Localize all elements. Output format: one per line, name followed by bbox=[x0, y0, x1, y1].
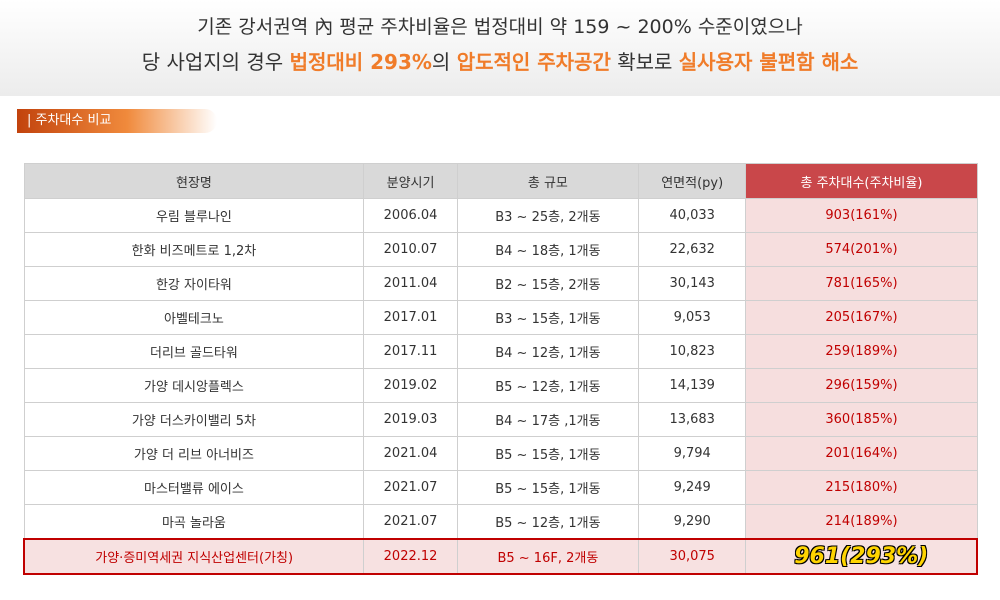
table-cell: 214(189%) bbox=[745, 504, 978, 540]
table-cell: B5 ~ 12층, 1개동 bbox=[456, 368, 640, 403]
headline: 기존 강서권역 內 평균 주차비율은 법정대비 약 159 ~ 200% 수준이… bbox=[0, 0, 1000, 96]
table-cell: 2019.03 bbox=[363, 402, 458, 437]
table-cell: 296(159%) bbox=[745, 368, 978, 403]
headline-line: 당 사업지의 경우 법정대비 293%의 압도적인 주차공간 확보로 실사용자 … bbox=[0, 46, 1000, 75]
table-cell: 574(201%) bbox=[745, 232, 978, 267]
table-cell: 9,794 bbox=[638, 436, 747, 471]
table-cell: 14,139 bbox=[638, 368, 747, 403]
table-row: 한강 자이타워 2011.04 B2 ~ 15층, 2개동 30,143 781(165… bbox=[23, 266, 978, 301]
table-cell: 아벨테크노 bbox=[23, 300, 365, 335]
table-cell: B5 ~ 12층, 1개동 bbox=[456, 504, 640, 540]
table-cell: 201(164%) bbox=[745, 436, 978, 471]
table-cell: 10,823 bbox=[638, 334, 747, 369]
table-row: 한화 비즈메트로 1,2차 2010.07 B4 ~ 18층, 1개동 22,632 5… bbox=[23, 232, 978, 267]
highlight: 실사용자 불편함 해소 bbox=[678, 50, 859, 74]
table-cell: B4 ~ 12층, 1개동 bbox=[456, 334, 640, 369]
text: 주차대수 비교 bbox=[35, 113, 112, 128]
table-cell: 40,033 bbox=[638, 198, 747, 233]
table-cell: 259(189%) bbox=[745, 334, 978, 369]
table-row: 가양 데시앙플렉스 2019.02 B5 ~ 12층, 1개동 14,139 296(1… bbox=[23, 368, 978, 403]
table-cell: 13,683 bbox=[638, 402, 747, 437]
text: 의 bbox=[431, 50, 451, 74]
highlight: 법정대비 293% bbox=[289, 50, 432, 74]
table-cell: B5 ~ 15층, 1개동 bbox=[456, 470, 640, 505]
table-cell: 30,075 bbox=[638, 538, 747, 575]
table-row: 마곡 놀라움 2021.07 B5 ~ 12층, 1개동 9,290 214(189%) bbox=[23, 504, 978, 540]
table-row: 우림 블루나인 2006.04 B3 ~ 25층, 2개동 40,033 903(161… bbox=[23, 198, 978, 233]
table-cell: 2021.07 bbox=[363, 470, 458, 505]
highlight: 압도적인 주차공간 bbox=[456, 50, 611, 74]
table-cell: 2021.07 bbox=[363, 504, 458, 540]
table-cell: 781(165%) bbox=[745, 266, 978, 301]
table-cell: 22,632 bbox=[638, 232, 747, 267]
table-cell: B3 ~ 25층, 2개동 bbox=[456, 198, 640, 233]
table-cell: B5 ~ 15층, 1개동 bbox=[456, 436, 640, 471]
table-cell: 마스터밸류 에이스 bbox=[23, 470, 365, 505]
table-cell: 2017.01 bbox=[363, 300, 458, 335]
header-row: 현장명 분양시기 총 규모 연면적(py) 총 주차대수(주차비율) bbox=[23, 163, 978, 199]
text: 당 사업지의 경우 bbox=[141, 50, 284, 74]
table-cell: 가양 데시앙플렉스 bbox=[23, 368, 365, 403]
table-cell: B4 ~ 17층 ,1개동 bbox=[456, 402, 640, 437]
header-cell: 총 주차대수(주차비율) bbox=[745, 163, 978, 199]
table-cell: 마곡 놀라움 bbox=[23, 504, 365, 540]
table-cell: 가양·증미역세권 지식산업센터(가칭) bbox=[23, 538, 365, 575]
table-row: 가양 더 리브 아너비즈 2021.04 B5 ~ 15층, 1개동 9,794 201… bbox=[23, 436, 978, 471]
table-cell: 2017.11 bbox=[363, 334, 458, 369]
table-cell: B2 ~ 15층, 2개동 bbox=[456, 266, 640, 301]
table-cell: 2022.12 bbox=[363, 538, 458, 575]
table-cell: 30,143 bbox=[638, 266, 747, 301]
table-cell: 2010.07 bbox=[363, 232, 458, 267]
table-row: 아벨테크노 2017.01 B3 ~ 15층, 1개동 9,053 205(167%) bbox=[23, 300, 978, 335]
text: 확보로 bbox=[617, 50, 673, 74]
table-row: 마스터밸류 에이스 2021.07 B5 ~ 15층, 1개동 9,249 215(18… bbox=[23, 470, 978, 505]
table-cell: 903(161%) bbox=[745, 198, 978, 233]
header-cell: 분양시기 bbox=[363, 163, 458, 199]
table-cell: 9,053 bbox=[638, 300, 747, 335]
table-cell: 한강 자이타워 bbox=[23, 266, 365, 301]
header-cell: 현장명 bbox=[23, 163, 365, 199]
table-cell: 2019.02 bbox=[363, 368, 458, 403]
comparison-table: 현장명 분양시기 총 규모 연면적(py) 총 주차대수(주차비율) 우림 블루나인 200… bbox=[23, 163, 979, 575]
table-cell: 9,249 bbox=[638, 470, 747, 505]
table-cell: 우림 블루나인 bbox=[23, 198, 365, 233]
table-cell: 9,290 bbox=[638, 504, 747, 540]
table-cell: 2021.04 bbox=[363, 436, 458, 471]
header-cell: 총 규모 bbox=[456, 163, 640, 199]
table-row: 가양 더스카이밸리 5차 2019.03 B4 ~ 17층 ,1개동 13,683 36… bbox=[23, 402, 978, 437]
table-cell: 205(167%) bbox=[745, 300, 978, 335]
table-cell: 2006.04 bbox=[363, 198, 458, 233]
table-row: 더리브 골드타워 2017.11 B4 ~ 12층, 1개동 10,823 259(18… bbox=[23, 334, 978, 369]
table-cell: 215(180%) bbox=[745, 470, 978, 505]
section-title: | 주차대수 비교 bbox=[17, 109, 217, 133]
headline-line: 기존 강서권역 內 평균 주차비율은 법정대비 약 159 ~ 200% 수준이… bbox=[197, 16, 803, 38]
text: | bbox=[27, 113, 36, 128]
table-cell: 961(293%) bbox=[745, 538, 979, 575]
table-cell: 2011.04 bbox=[363, 266, 458, 301]
table-cell: B3 ~ 15층, 1개동 bbox=[456, 300, 640, 335]
table-row: 가양·증미역세권 지식산업센터(가칭) 2022.12 B5 ~ 16F, 2개동 3… bbox=[23, 538, 979, 575]
table-cell: 가양 더 리브 아너비즈 bbox=[23, 436, 365, 471]
table-cell: 한화 비즈메트로 1,2차 bbox=[23, 232, 365, 267]
table-cell: 360(185%) bbox=[745, 402, 978, 437]
table-cell: 가양 더스카이밸리 5차 bbox=[23, 402, 365, 437]
table-cell: B4 ~ 18층, 1개동 bbox=[456, 232, 640, 267]
table-cell: 더리브 골드타워 bbox=[23, 334, 365, 369]
header-cell: 연면적(py) bbox=[638, 163, 747, 199]
table-cell: B5 ~ 16F, 2개동 bbox=[456, 538, 640, 575]
